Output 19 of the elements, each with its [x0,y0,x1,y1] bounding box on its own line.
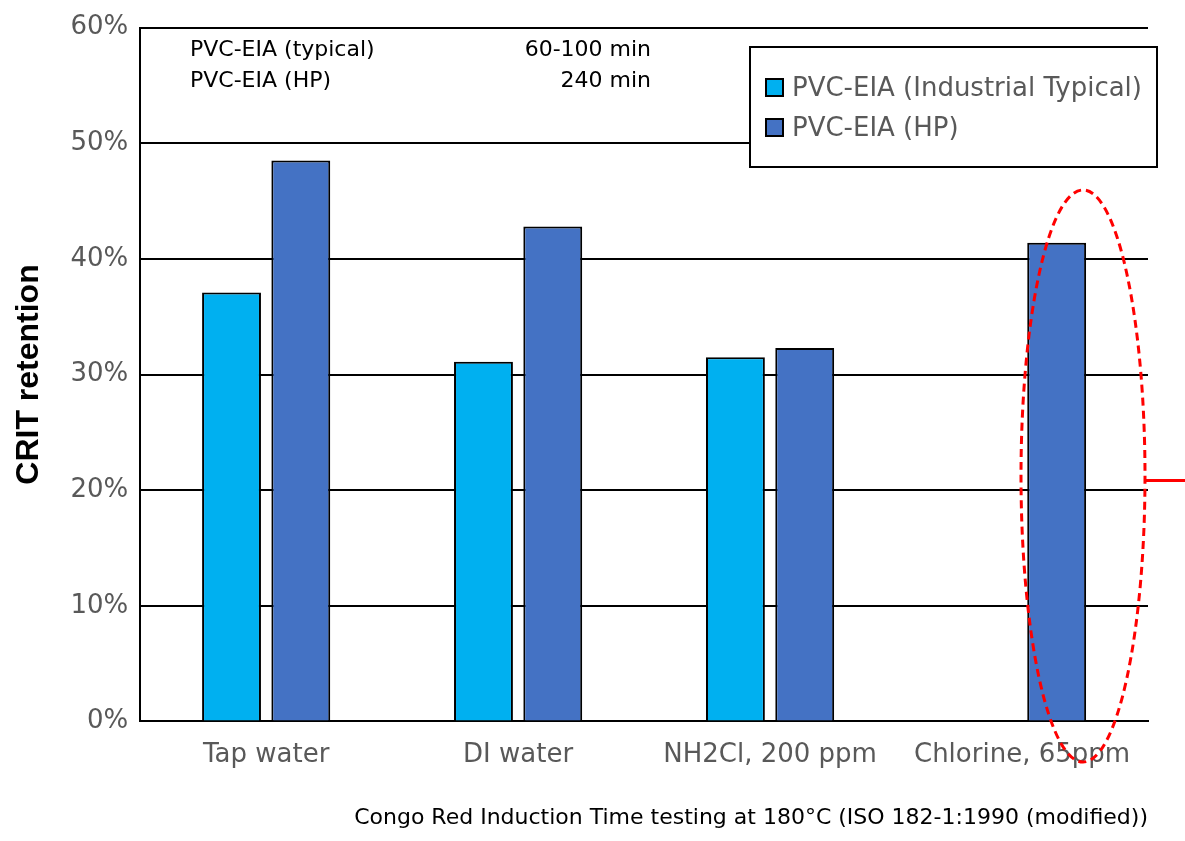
y-tick-label: 30% [70,357,129,388]
y-tick-label: 40% [70,241,129,272]
y-tick-label: 20% [70,472,129,503]
x-axis-title: Congo Red Induction Time testing at 180°C (ISO 182-1:1990 (modified)) [354,803,1148,829]
annotation: PVC-EIA (HP) [190,67,333,92]
y-tick-label: 0% [86,704,129,735]
annotation: 240 min [559,67,652,92]
x-tick-label: NH2Cl, 200 ppm [663,737,877,768]
legend-label: PVC-EIA (Industrial Typical) [791,72,1142,102]
annotation: PVC-EIA (typical) [190,36,375,61]
annotation: 60-100 min [524,36,652,61]
y-tick-label: 50% [70,125,129,156]
y-tick-label: 60% [70,10,129,41]
y-tick-label: 10% [70,588,129,619]
x-tick-label: DI water [463,737,574,768]
x-tick-label: Tap water [201,737,330,768]
legend-label: PVC-EIA (HP) [791,112,959,142]
x-tick-label: Chlorine, 65ppm [913,737,1131,768]
y-axis-title: CRIT retention [9,264,46,485]
